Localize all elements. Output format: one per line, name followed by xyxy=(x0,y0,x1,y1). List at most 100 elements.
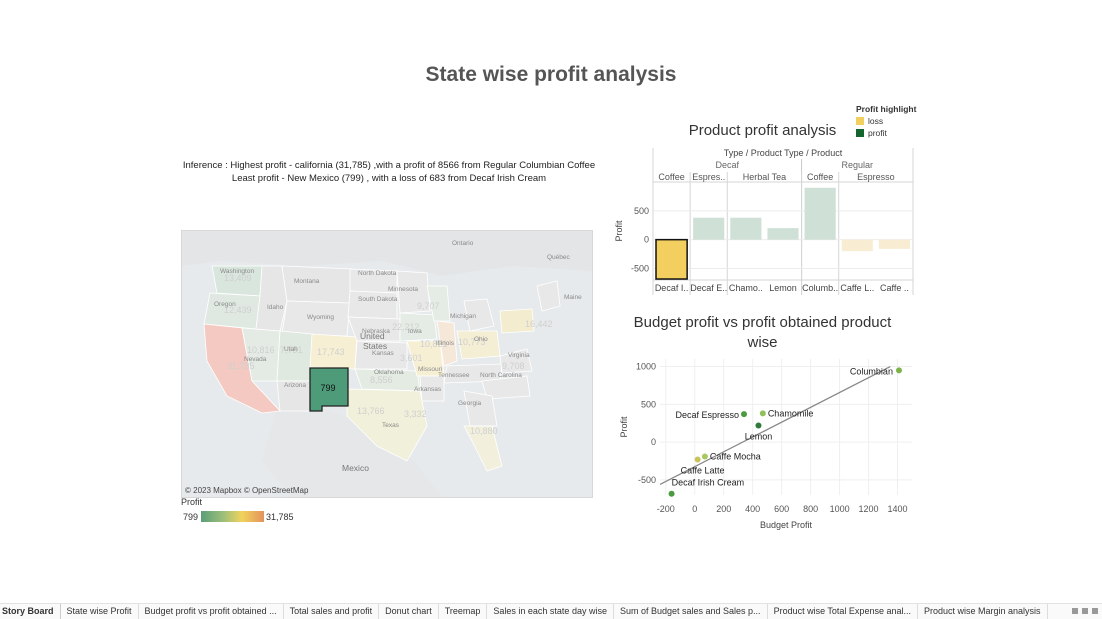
state-illinois[interactable] xyxy=(436,320,458,367)
state-iowa[interactable] xyxy=(399,312,438,342)
scatter-chart-title: Budget profit vs profit obtained product… xyxy=(615,313,910,353)
point-label: Decaf Irish Cream xyxy=(672,478,745,488)
state-value-label: 10,816 xyxy=(247,345,275,355)
x-tick-label: 1000 xyxy=(830,504,850,514)
tab-item[interactable]: Treemap xyxy=(439,604,488,619)
place-label: Montana xyxy=(294,278,320,285)
state-value-label: 9,707 xyxy=(417,301,440,311)
bar[interactable] xyxy=(730,217,762,240)
place-label: Washington xyxy=(220,268,254,275)
state-kansas[interactable] xyxy=(354,340,408,370)
place-label: Iowa xyxy=(408,328,422,335)
x-tick-label: Caffe .. xyxy=(880,283,909,293)
loss-swatch xyxy=(856,117,864,125)
state-maine[interactable] xyxy=(536,280,561,312)
state-value-labels: 13,409 12,439 10,816 7,751 17,743 31,785… xyxy=(224,273,553,436)
profit-legend-max: 31,785 xyxy=(266,512,294,522)
tab-item[interactable]: Sum of Budget sales and Sales p... xyxy=(614,604,768,619)
tab-item[interactable]: Product wise Total Expense anal... xyxy=(768,604,918,619)
scatter-point[interactable] xyxy=(895,367,902,374)
tab-nav-icon[interactable] xyxy=(1072,608,1078,614)
legend-item-label: loss xyxy=(868,116,884,126)
tab-nav-icon[interactable] xyxy=(1082,608,1088,614)
y-axis-label: Profit xyxy=(619,416,629,438)
x-axis-label: Budget Profit xyxy=(760,520,813,530)
story-tab-bar: Story Board State wise Profit Budget pro… xyxy=(0,603,1102,619)
state-florida[interactable] xyxy=(463,425,503,472)
place-label: Kansas xyxy=(372,350,394,357)
x-tick-label: Lemon xyxy=(769,283,797,293)
profit-highlight-legend[interactable]: Profit highlight loss profit xyxy=(856,104,916,139)
bar[interactable] xyxy=(655,238,688,280)
place-label: Arkansas xyxy=(414,386,442,393)
state-value-label: 7,751 xyxy=(280,345,303,355)
scatter-point[interactable] xyxy=(741,411,747,418)
state-value-label: 10,773 xyxy=(458,337,486,347)
point-label: Decaf Espresso xyxy=(675,410,739,420)
profit-color-gradient xyxy=(201,511,264,522)
scatter-point[interactable] xyxy=(694,456,701,463)
type-header-label: Regular xyxy=(842,160,874,170)
scatter-point[interactable] xyxy=(668,490,675,497)
place-label: North Carolina xyxy=(480,372,522,379)
state-minnesota[interactable] xyxy=(396,270,431,314)
map-attribution[interactable]: © 2023 Mapbox © OpenStreetMap xyxy=(185,486,309,495)
map-canvas[interactable]: 799 13,409 12,439 10,816 7,751 17,743 31… xyxy=(182,231,592,497)
legend-item-label: profit xyxy=(868,128,887,138)
tab-item[interactable]: Total sales and profit xyxy=(284,604,380,619)
place-label: Maine xyxy=(564,294,582,301)
scatter-point[interactable] xyxy=(701,453,708,460)
state-arkansas[interactable] xyxy=(419,375,445,402)
bar[interactable] xyxy=(804,187,836,240)
type-header-label: Decaf xyxy=(716,160,740,170)
legend-item-loss[interactable]: loss xyxy=(856,115,916,127)
place-label: South Dakota xyxy=(358,296,398,303)
state-north-carolina[interactable] xyxy=(481,375,531,400)
state-profit-map[interactable]: 799 13,409 12,439 10,816 7,751 17,743 31… xyxy=(181,230,593,498)
product-type-header-label: Coffee xyxy=(807,172,833,182)
tab-nav-icon[interactable] xyxy=(1092,608,1098,614)
product-profit-bar-chart[interactable]: Type / Product Type / Product Decaf Regula… xyxy=(608,145,914,300)
state-michigan[interactable] xyxy=(463,298,495,332)
y-tick-label: 0 xyxy=(651,437,656,447)
tab-story-board[interactable]: Story Board xyxy=(0,604,61,619)
scatter-point[interactable] xyxy=(755,422,762,429)
place-label: Arizona xyxy=(284,382,306,389)
place-label: Wyoming xyxy=(307,314,334,321)
scatter-point[interactable] xyxy=(759,410,766,417)
x-tick-label: 600 xyxy=(774,504,789,514)
state-utah[interactable] xyxy=(276,330,313,382)
tab-item[interactable]: Product wise Margin analysis xyxy=(918,604,1048,619)
place-label: Québec xyxy=(547,254,571,261)
tab-item[interactable]: Budget profit vs profit obtained ... xyxy=(139,604,284,619)
page-title: State wise profit analysis xyxy=(425,63,677,86)
state-wisconsin[interactable] xyxy=(426,285,451,322)
place-label: Ohio xyxy=(474,336,488,343)
y-tick-label: 0 xyxy=(644,235,649,245)
state-value-label: 17,743 xyxy=(317,347,345,357)
bar[interactable] xyxy=(693,217,725,240)
legend-item-profit[interactable]: profit xyxy=(856,127,916,139)
budget-vs-profit-scatter-chart[interactable]: -200 0 200 400 600 800 1000 1200 1400 1000 500 0 -50… xyxy=(612,355,915,533)
state-value-label: 9,708 xyxy=(502,361,525,371)
x-tick-label: 1200 xyxy=(859,504,879,514)
state-texas[interactable] xyxy=(346,388,428,462)
new-mexico-value-label: 799 xyxy=(320,383,335,393)
product-type-header-label: Coffee xyxy=(658,172,684,182)
state-georgia[interactable] xyxy=(463,390,498,427)
bar[interactable] xyxy=(767,228,799,240)
state-value-label: 3,332 xyxy=(404,409,427,419)
state-virginia[interactable] xyxy=(499,348,533,374)
tab-navigation-controls[interactable] xyxy=(1072,608,1098,614)
canada-region xyxy=(182,231,592,276)
state-new-mexico[interactable] xyxy=(309,367,349,412)
tab-item[interactable]: Sales in each state day wise xyxy=(487,604,614,619)
bar[interactable] xyxy=(878,239,910,249)
bar[interactable] xyxy=(841,239,873,252)
country-label-mexico: Mexico xyxy=(342,463,369,473)
tab-item[interactable]: Donut chart xyxy=(379,604,439,619)
state-new-york[interactable] xyxy=(499,308,535,334)
product-type-header-label: Espres.. xyxy=(692,172,725,182)
trend-line[interactable] xyxy=(659,365,891,486)
tab-item[interactable]: State wise Profit xyxy=(61,604,139,619)
